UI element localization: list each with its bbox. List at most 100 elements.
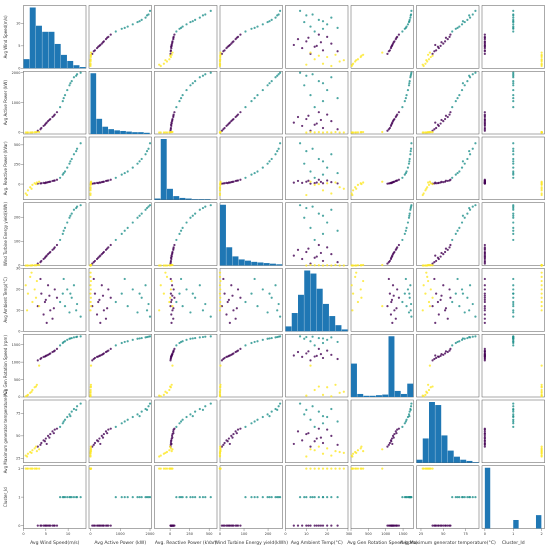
scatter-point xyxy=(356,131,360,134)
scatter-point xyxy=(466,157,469,161)
scatter-point xyxy=(204,13,207,16)
scatter-point xyxy=(91,359,94,362)
scatter-point xyxy=(435,356,438,360)
scatter-point xyxy=(409,284,412,287)
scatter-point xyxy=(89,383,93,386)
scatter-point xyxy=(59,176,62,179)
scatter-point xyxy=(360,445,363,448)
scatter-point xyxy=(512,84,515,87)
panel xyxy=(416,268,480,332)
scatter-point xyxy=(278,142,282,145)
scatter-point xyxy=(471,496,474,499)
scatter-point xyxy=(540,309,543,312)
scatter-point xyxy=(185,221,188,224)
scatter-point xyxy=(89,296,92,299)
scatter-point xyxy=(274,336,277,339)
scatter-point xyxy=(171,364,174,367)
scatter-point xyxy=(396,428,399,431)
histogram-bar xyxy=(167,188,173,200)
scatter-point xyxy=(315,354,318,357)
scatter-point xyxy=(483,292,486,295)
scatter-point xyxy=(305,206,308,210)
scatter-point xyxy=(381,305,384,308)
scatter-point xyxy=(66,221,69,224)
scatter-point xyxy=(48,436,51,439)
scatter-point xyxy=(218,394,222,397)
scatter-point xyxy=(443,309,447,312)
scatter-point xyxy=(356,300,360,304)
scatter-point xyxy=(218,63,222,66)
scatter-point xyxy=(159,284,162,287)
scatter-point xyxy=(468,14,471,17)
scatter-point xyxy=(168,300,171,304)
scatter-point xyxy=(169,296,172,299)
scatter-point xyxy=(201,408,205,411)
scatter-point xyxy=(334,130,337,134)
scatter-point xyxy=(40,292,43,295)
scatter-point xyxy=(512,150,515,153)
scatter-point xyxy=(185,496,188,499)
scatter-point xyxy=(33,288,36,291)
scatter-point xyxy=(451,30,454,33)
panel-frame xyxy=(350,136,414,200)
scatter-point xyxy=(228,354,231,357)
scatter-point xyxy=(144,16,147,19)
scatter-point xyxy=(427,53,430,56)
scatter-point xyxy=(178,292,181,295)
scatter-point xyxy=(468,74,471,77)
scatter-point xyxy=(313,106,316,109)
scatter-point xyxy=(239,524,242,527)
scatter-point xyxy=(25,394,29,397)
x-axis-label: Avg Gen Rotation Speed (rpm) xyxy=(347,540,417,546)
scatter-point xyxy=(326,415,329,419)
scatter-point xyxy=(391,254,394,257)
x-tick-label: 250 xyxy=(186,532,193,536)
scatter-point xyxy=(404,420,407,423)
scatter-point xyxy=(147,302,150,306)
scatter-point xyxy=(148,335,152,338)
scatter-point xyxy=(313,30,316,33)
scatter-point xyxy=(266,84,269,87)
scatter-point xyxy=(109,243,112,247)
scatter-point xyxy=(164,271,167,274)
scatter-point xyxy=(483,45,486,48)
scatter-point xyxy=(309,226,312,229)
scatter-point xyxy=(148,204,152,207)
scatter-point xyxy=(204,405,207,408)
scatter-point xyxy=(277,405,280,408)
scatter-point xyxy=(305,394,308,397)
scatter-point xyxy=(175,238,178,242)
y-tick-label: 100 xyxy=(14,240,21,244)
y-axis-label: Avg Gen Rotation Speed (rpm) xyxy=(3,335,8,396)
scatter-point xyxy=(540,180,543,183)
scatter-point xyxy=(219,467,222,470)
scatter-point xyxy=(131,166,134,169)
scatter-point xyxy=(219,130,222,134)
scatter-point xyxy=(292,524,295,527)
scatter-point xyxy=(169,50,172,53)
histogram-bar xyxy=(173,196,180,200)
scatter-point xyxy=(274,153,277,156)
panel-frame xyxy=(88,202,152,266)
scatter-point xyxy=(159,64,162,68)
scatter-point xyxy=(392,294,395,297)
panel xyxy=(154,399,218,463)
scatter-point xyxy=(483,357,486,361)
scatter-point xyxy=(444,247,448,250)
x-axis-label: Avg Wind Speed(m/s) xyxy=(30,540,80,546)
scatter-point xyxy=(342,264,345,267)
scatter-point xyxy=(89,182,92,186)
scatter-point xyxy=(52,432,55,435)
scatter-point xyxy=(123,229,126,232)
scatter-point xyxy=(138,214,141,217)
scatter-point xyxy=(433,261,436,264)
scatter-point xyxy=(185,23,188,26)
scatter-point xyxy=(158,131,161,134)
scatter-point xyxy=(309,130,312,134)
scatter-point xyxy=(458,496,461,499)
scatter-point xyxy=(170,284,174,287)
histogram-bar xyxy=(23,59,30,69)
scatter-point xyxy=(140,212,143,215)
scatter-point xyxy=(474,204,477,207)
scatter-point xyxy=(330,395,333,398)
